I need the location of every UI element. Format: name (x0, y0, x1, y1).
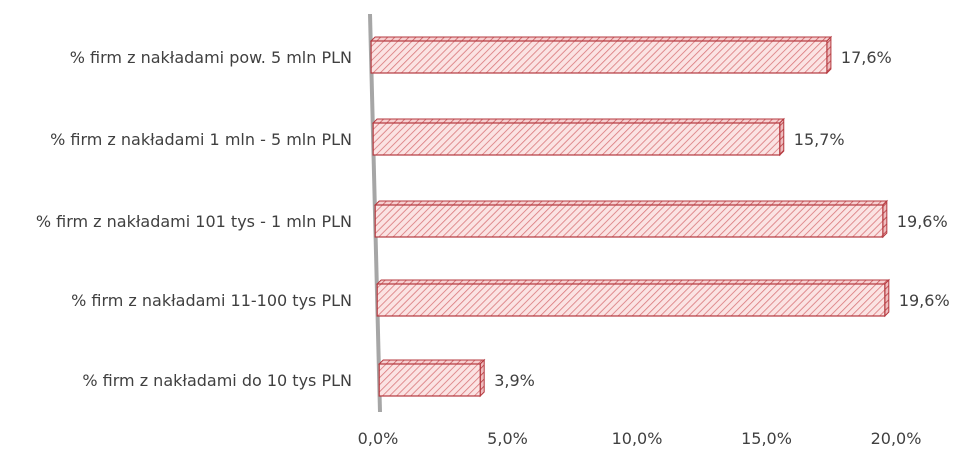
bar-front-face (372, 122, 781, 156)
category-label: % firm z nakładami pow. 5 mln PLN (70, 48, 352, 67)
bars (369, 35, 891, 398)
bar (369, 35, 833, 75)
bar-side-face (479, 358, 485, 398)
value-label: 3,9% (494, 371, 535, 390)
bar-front-face (376, 283, 886, 317)
value-label: 19,6% (897, 212, 948, 231)
value-label: 15,7% (794, 130, 845, 149)
x-tick-label: 20,0% (871, 429, 922, 448)
category-label: % firm z nakładami 11-100 tys PLN (71, 291, 352, 310)
value-label: 19,6% (899, 291, 950, 310)
x-tick-label: 0,0% (358, 429, 399, 448)
bar (373, 199, 889, 239)
category-label: % firm z nakładami 101 tys - 1 mln PLN (36, 212, 352, 231)
category-labels: % firm z nakładami pow. 5 mln PLN % firm … (36, 48, 352, 390)
x-tick-label: 10,0% (612, 429, 663, 448)
bar-top-face (375, 279, 891, 285)
bar (375, 278, 891, 318)
value-labels: 17,6% 15,7% 19,6% 19,6% 3,9% (494, 48, 949, 390)
x-axis-ticks: 0,0% 5,0% 10,0% 15,0% 20,0% (358, 429, 922, 448)
bar (377, 358, 486, 398)
category-label: % firm z nakładami do 10 tys PLN (82, 371, 352, 390)
bar-front-face (374, 204, 884, 238)
bar-top-face (377, 359, 486, 365)
bar-top-face (373, 200, 889, 206)
value-label: 17,6% (841, 48, 892, 67)
bar (371, 117, 785, 157)
bar-front-face (378, 363, 481, 397)
bar-front-face (370, 40, 828, 74)
x-tick-label: 5,0% (487, 429, 528, 448)
category-label: % firm z nakładami 1 mln - 5 mln PLN (50, 130, 352, 149)
x-tick-label: 15,0% (741, 429, 792, 448)
